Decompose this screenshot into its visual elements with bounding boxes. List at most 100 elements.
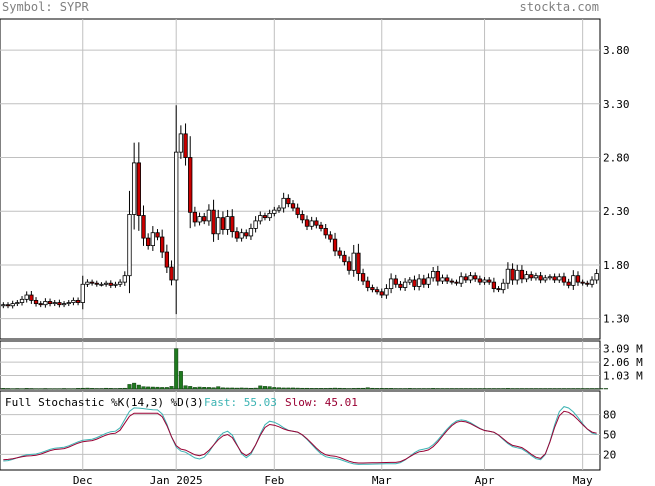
candle-body xyxy=(449,280,454,283)
candle-body xyxy=(225,216,230,230)
candle-body xyxy=(519,269,525,280)
volume-bar xyxy=(519,388,524,390)
volume-bar xyxy=(379,388,384,390)
volume-bar xyxy=(15,388,20,390)
volume-bar xyxy=(286,387,291,390)
volume-bar xyxy=(412,388,417,390)
site-link[interactable]: stockta.com xyxy=(520,0,599,14)
candle-body xyxy=(94,282,99,285)
candle-body xyxy=(103,282,109,285)
volume-bar xyxy=(417,388,422,390)
volume-bar xyxy=(1,388,6,390)
volume-bar xyxy=(272,387,277,390)
candle-body xyxy=(463,276,469,281)
price-panel-frame xyxy=(0,18,601,340)
candle-body xyxy=(459,276,464,284)
volume-bar xyxy=(337,387,342,390)
volume-bar xyxy=(90,388,95,390)
volume-bar xyxy=(99,388,104,390)
candle-body xyxy=(351,252,356,271)
candle-body xyxy=(169,266,174,281)
candle-body xyxy=(174,151,179,281)
candle-body xyxy=(318,224,324,229)
price-candles xyxy=(1,105,599,315)
candle-body xyxy=(571,275,576,286)
volume-tick-label: 3.09 M xyxy=(603,343,643,356)
volume-bar xyxy=(309,388,314,390)
volume-bar xyxy=(174,348,179,390)
volume-bar xyxy=(407,388,412,390)
volume-bar xyxy=(66,388,71,390)
candle-body xyxy=(146,237,151,247)
candle-body xyxy=(131,162,137,215)
volume-bar xyxy=(463,388,468,390)
candle-body xyxy=(585,282,590,285)
candle-body xyxy=(388,278,394,289)
candle-body xyxy=(533,275,539,279)
volume-bar xyxy=(552,388,557,390)
volume-bar xyxy=(108,388,113,390)
volume-bar xyxy=(258,385,263,390)
candle-body xyxy=(491,281,497,289)
candle-body xyxy=(272,209,277,214)
candle-body xyxy=(393,278,398,285)
volume-bar xyxy=(468,388,473,390)
x-axis-labels: Dec Jan 2025 Feb Mar Apr May xyxy=(73,474,593,486)
volume-bar xyxy=(501,388,506,390)
volume-bar xyxy=(220,387,225,390)
volume-bar xyxy=(169,386,174,390)
candle-body xyxy=(286,197,291,205)
candle-body xyxy=(24,294,29,300)
volume-bar xyxy=(384,388,389,390)
candle-body xyxy=(164,251,170,268)
volume-bar xyxy=(192,387,197,390)
volume-bar xyxy=(43,388,48,390)
candle-body xyxy=(183,133,188,158)
stochastic-fast-label: Fast: 55.03 xyxy=(204,396,277,409)
volume-bar xyxy=(150,386,155,390)
candle-body xyxy=(127,214,132,277)
volume-bar xyxy=(323,388,328,390)
volume-bar xyxy=(435,388,440,390)
volume-bar xyxy=(20,388,25,390)
stochastic-axis-labels: 80 50 20 xyxy=(603,409,616,462)
candle-body xyxy=(281,197,286,209)
volume-bar xyxy=(38,388,43,390)
candle-body xyxy=(547,276,553,279)
volume-bar xyxy=(543,388,548,390)
candle-body xyxy=(566,281,571,286)
volume-bar xyxy=(80,387,85,390)
volume-bar xyxy=(449,388,454,390)
candle-body xyxy=(141,215,146,239)
volume-bar xyxy=(24,388,29,390)
stochastic-slow-label: Slow: 45.01 xyxy=(285,396,358,409)
candle-body xyxy=(52,302,57,305)
candle-body xyxy=(473,275,478,280)
volume-bar xyxy=(276,387,281,390)
candle-body xyxy=(206,209,212,222)
volume-bar xyxy=(482,388,487,390)
volume-bar xyxy=(426,388,431,390)
price-axis-labels: 3.80 3.30 2.80 2.30 1.80 1.30 xyxy=(603,44,630,326)
volume-bar xyxy=(393,388,398,390)
volume-tick-label: 1.03 M xyxy=(603,370,643,383)
candle-body xyxy=(33,299,39,305)
candle-body xyxy=(580,281,585,284)
volume-bar xyxy=(295,387,300,390)
volume-gridlines xyxy=(0,341,600,389)
volume-bar xyxy=(473,388,478,390)
candle-body xyxy=(477,278,483,283)
stochastic-gridlines xyxy=(0,391,600,470)
volume-bar xyxy=(6,388,11,390)
volume-bar xyxy=(230,387,235,390)
volume-bar xyxy=(594,388,599,390)
volume-bar xyxy=(604,388,609,390)
candle-body xyxy=(258,215,263,222)
candle-body xyxy=(510,268,515,281)
candle-body xyxy=(192,211,198,223)
candle-body xyxy=(19,298,25,303)
candle-body xyxy=(85,281,90,285)
candle-body xyxy=(276,207,282,211)
volume-bar xyxy=(188,386,193,390)
